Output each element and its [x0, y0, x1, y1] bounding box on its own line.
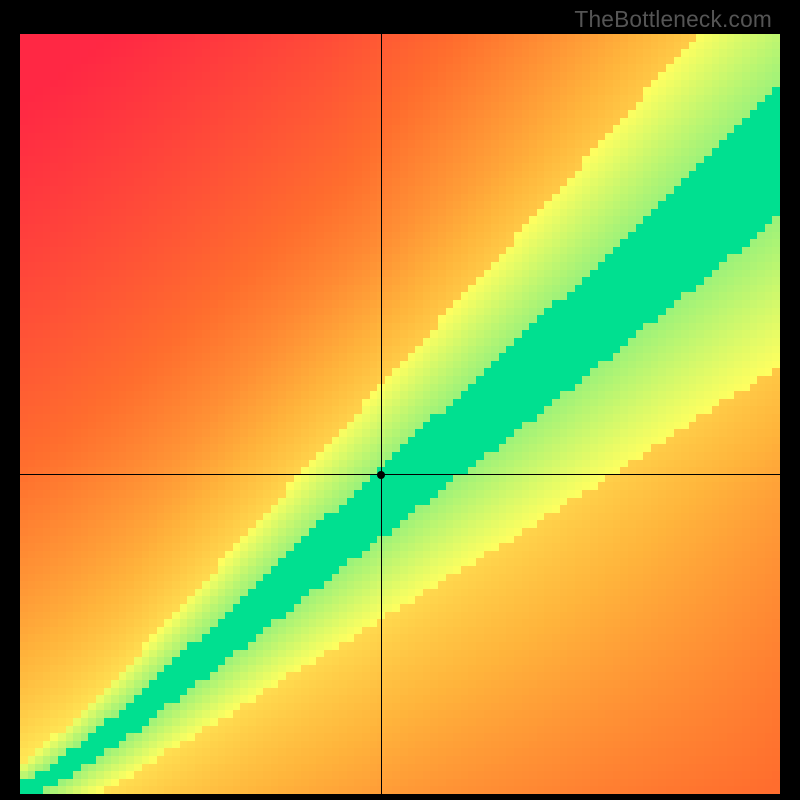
bottleneck-heatmap	[20, 34, 780, 794]
chart-root: { "watermark": { "text": "TheBottleneck.…	[0, 0, 800, 800]
watermark-text: TheBottleneck.com	[574, 6, 772, 33]
heatmap-canvas	[20, 34, 780, 794]
